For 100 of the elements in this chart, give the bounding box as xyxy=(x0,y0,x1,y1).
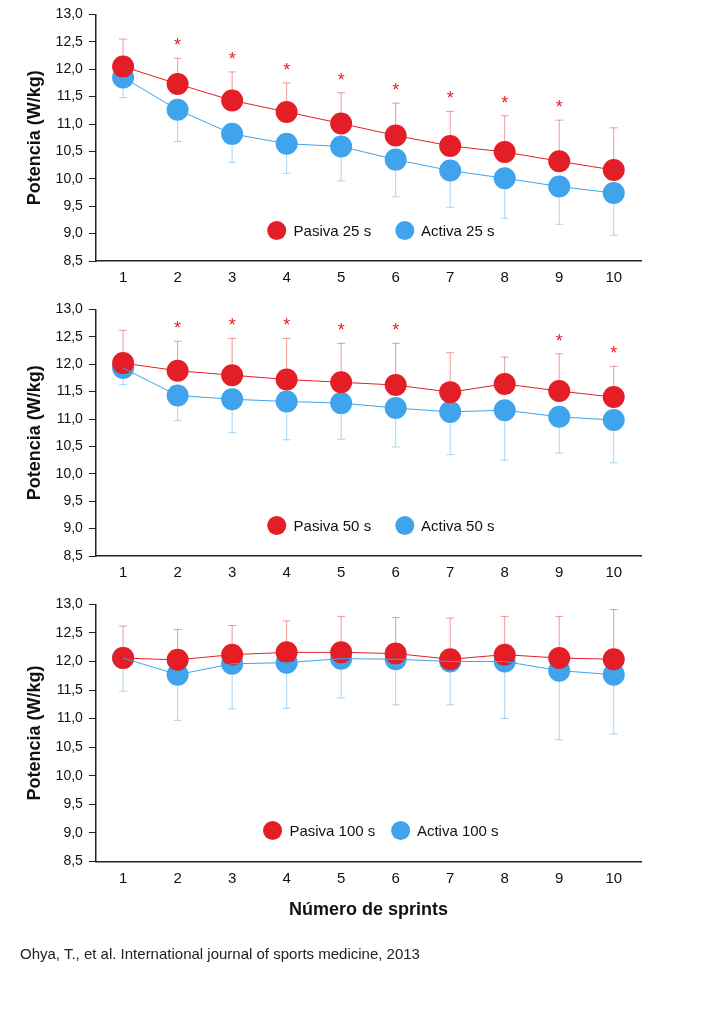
point xyxy=(548,380,571,403)
x-tick-label: 3 xyxy=(227,563,237,581)
point xyxy=(439,381,462,404)
x-tick-label: 1 xyxy=(118,268,128,286)
point xyxy=(602,182,625,205)
x-tick-label: 7 xyxy=(446,268,455,286)
annotation: * xyxy=(283,59,291,80)
point xyxy=(384,148,407,171)
annotation: * xyxy=(228,48,236,69)
point xyxy=(548,405,571,428)
x-tick-label: 10 xyxy=(605,563,623,581)
y-tick-label: 10,5 xyxy=(55,142,84,159)
y-tick-label: 11,5 xyxy=(56,87,84,104)
point xyxy=(275,100,298,123)
annotation: * xyxy=(501,92,509,113)
point xyxy=(221,388,244,411)
point xyxy=(221,122,244,145)
point xyxy=(602,409,625,432)
point xyxy=(493,140,516,163)
y-tick-label: 9,5 xyxy=(63,492,84,509)
annotation: * xyxy=(174,318,182,339)
y-tick-label: 10,5 xyxy=(55,437,84,454)
y-tick-label: 11,0 xyxy=(56,409,84,426)
x-tick-label: 4 xyxy=(282,868,291,886)
point xyxy=(493,167,516,190)
point xyxy=(602,159,625,182)
point xyxy=(439,159,462,182)
y-tick-label: 12,5 xyxy=(55,623,84,640)
y-tick-label: 9,0 xyxy=(63,224,84,241)
y-tick-label: 12,0 xyxy=(55,355,84,372)
x-tick-label: 6 xyxy=(391,268,400,286)
y-tick-label: 10,0 xyxy=(55,169,84,186)
annotation: * xyxy=(446,88,454,109)
point xyxy=(602,648,625,671)
x-tick-label: 4 xyxy=(282,268,291,286)
y-tick-label: 10,0 xyxy=(55,464,84,481)
x-tick-label: 2 xyxy=(173,563,182,581)
y-tick-label: 13,0 xyxy=(55,595,84,612)
y-tick-label: 10,0 xyxy=(55,766,84,783)
annotation: * xyxy=(228,315,236,336)
y-tick-label: 12,5 xyxy=(55,32,84,49)
y-axis-title: Potencia (W/kg) xyxy=(23,70,44,206)
y-tick-label: 8,5 xyxy=(63,852,84,869)
legend-label: Activa 100 s xyxy=(416,822,499,840)
annotation: * xyxy=(392,320,400,341)
x-tick-label: 7 xyxy=(446,563,455,581)
point xyxy=(548,175,571,198)
legend-label: Pasiva 25 s xyxy=(293,222,372,239)
point xyxy=(602,386,625,409)
legend-label: Activa 25 s xyxy=(421,222,495,239)
x-tick-label: 3 xyxy=(227,268,237,286)
annotation: * xyxy=(610,343,618,364)
x-tick-label: 8 xyxy=(500,268,509,286)
text: Ohya, T., et al. International journal of sports medicine, 2013 xyxy=(20,945,420,962)
x-tick-label: 4 xyxy=(282,563,291,581)
y-axis-title: Potencia (W/kg) xyxy=(23,365,44,501)
annotation: * xyxy=(337,69,345,90)
y-tick-label: 13,0 xyxy=(55,5,84,22)
annotation: * xyxy=(555,330,563,351)
x-tick-label: 10 xyxy=(605,868,623,886)
x-tick-label: 3 xyxy=(227,868,237,886)
point xyxy=(439,134,462,157)
y-tick-label: 9,0 xyxy=(63,823,84,840)
point xyxy=(275,390,298,413)
point xyxy=(384,397,407,420)
point xyxy=(275,641,298,664)
y-tick-label: 11,0 xyxy=(56,114,84,131)
point xyxy=(330,135,353,158)
annotation: * xyxy=(392,80,400,101)
x-tick-label: 9 xyxy=(555,268,564,286)
point xyxy=(493,399,516,422)
y-axis-title: Potencia (W/kg) xyxy=(23,665,44,801)
x-tick-label: 6 xyxy=(391,868,400,886)
point xyxy=(493,372,516,395)
legend-label: Pasiva 100 s xyxy=(289,822,376,840)
y-tick-label: 9,5 xyxy=(63,197,84,214)
x-tick-label: 2 xyxy=(173,868,182,886)
y-tick-label: 11,5 xyxy=(56,382,84,399)
y-tick-label: 12,0 xyxy=(55,652,84,669)
y-tick-label: 12,0 xyxy=(55,60,84,77)
x-tick-label: 1 xyxy=(118,563,128,581)
x-tick-label: 6 xyxy=(391,563,400,581)
y-tick-label: 12,5 xyxy=(55,327,84,344)
point xyxy=(330,392,353,415)
x-tick-label: 2 xyxy=(173,268,182,286)
point xyxy=(275,368,298,391)
x-axis-title: Número de sprints xyxy=(288,899,448,920)
point xyxy=(166,359,189,382)
point xyxy=(330,112,353,135)
x-tick-label: 5 xyxy=(336,268,346,286)
legend-label: Pasiva 50 s xyxy=(293,517,372,534)
point xyxy=(548,150,571,173)
point xyxy=(548,647,571,670)
y-tick-label: 11,0 xyxy=(56,709,84,726)
y-tick-label: 9,5 xyxy=(63,795,84,812)
point xyxy=(166,648,189,671)
annotation: * xyxy=(283,315,291,336)
x-tick-label: 1 xyxy=(118,868,128,886)
x-tick-label: 8 xyxy=(500,868,509,886)
point xyxy=(221,89,244,112)
